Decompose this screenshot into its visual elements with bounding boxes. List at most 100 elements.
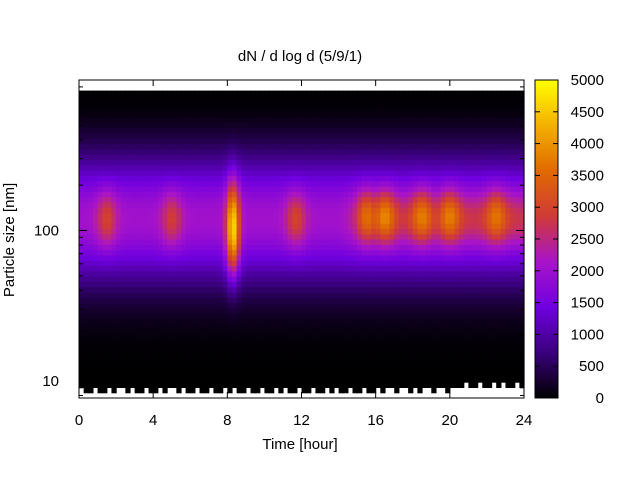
heatmap-cell bbox=[204, 138, 210, 145]
heatmap-cell bbox=[343, 302, 349, 309]
heatmap-cell bbox=[449, 329, 456, 335]
heatmap-cell bbox=[486, 260, 493, 267]
heatmap-cell bbox=[459, 111, 465, 118]
heatmap-cell bbox=[375, 117, 381, 123]
heatmap-cell bbox=[320, 297, 326, 304]
heatmap-cell bbox=[333, 143, 340, 150]
heatmap-cell bbox=[338, 281, 344, 288]
heatmap-cell bbox=[371, 154, 377, 161]
heatmap-cell bbox=[227, 127, 233, 134]
heatmap-cell bbox=[301, 339, 307, 346]
heatmap-cell bbox=[218, 101, 224, 108]
heatmap-cell bbox=[292, 376, 298, 383]
heatmap-cell bbox=[338, 350, 344, 357]
heatmap-cell bbox=[329, 90, 335, 97]
heatmap-cell bbox=[329, 313, 335, 320]
heatmap-cell bbox=[208, 292, 215, 298]
heatmap-cell bbox=[269, 297, 275, 304]
heatmap-cell bbox=[97, 122, 103, 129]
heatmap-cell bbox=[190, 164, 196, 171]
heatmap-cell bbox=[218, 286, 224, 293]
heatmap-cell bbox=[213, 164, 219, 171]
heatmap-cell bbox=[417, 175, 423, 182]
heatmap-cell bbox=[273, 239, 279, 245]
heatmap-cell bbox=[296, 148, 303, 155]
heatmap-cell bbox=[366, 90, 372, 97]
heatmap-cell bbox=[468, 339, 474, 346]
heatmap-cell bbox=[208, 334, 215, 341]
heatmap-cell bbox=[306, 191, 312, 198]
heatmap-cell bbox=[422, 350, 428, 357]
heatmap-cell bbox=[171, 148, 177, 155]
heatmap-cell bbox=[97, 292, 103, 298]
heatmap-cell bbox=[398, 117, 405, 123]
heatmap-cell bbox=[329, 339, 335, 346]
heatmap-cell bbox=[477, 106, 483, 113]
heatmap-cell bbox=[482, 143, 488, 150]
heatmap-cell bbox=[106, 212, 113, 219]
heatmap-cell bbox=[139, 265, 145, 272]
heatmap-cell bbox=[204, 175, 210, 182]
heatmap-cell bbox=[292, 270, 298, 277]
heatmap-cell bbox=[171, 281, 177, 288]
heatmap-cell bbox=[194, 323, 201, 330]
heatmap-cell bbox=[236, 350, 242, 357]
heatmap-cell bbox=[347, 191, 354, 198]
heatmap-cell bbox=[208, 350, 215, 357]
heatmap-cell bbox=[194, 133, 201, 139]
heatmap-cell bbox=[259, 207, 266, 214]
heatmap-cell bbox=[171, 297, 177, 304]
heatmap-cell bbox=[333, 106, 340, 113]
heatmap-cell bbox=[264, 239, 270, 245]
heatmap-cell bbox=[426, 366, 432, 373]
heatmap-cell bbox=[412, 276, 418, 282]
heatmap-cell bbox=[278, 133, 284, 139]
heatmap-cell bbox=[301, 239, 307, 245]
heatmap-cell bbox=[310, 111, 317, 118]
heatmap-cell bbox=[259, 228, 266, 235]
heatmap-cell bbox=[278, 270, 284, 277]
heatmap-cell bbox=[306, 302, 312, 309]
heatmap-cell bbox=[273, 382, 279, 388]
heatmap-cell bbox=[352, 371, 358, 378]
heatmap-cell bbox=[282, 360, 289, 367]
heatmap-cell bbox=[449, 175, 456, 182]
heatmap-cell bbox=[241, 170, 247, 176]
heatmap-cell bbox=[250, 212, 256, 219]
heatmap-cell bbox=[371, 217, 377, 224]
heatmap-cell bbox=[139, 170, 145, 176]
heatmap-cell bbox=[412, 212, 418, 219]
heatmap-cell bbox=[366, 334, 372, 341]
heatmap-cell bbox=[199, 106, 205, 113]
heatmap-cell bbox=[180, 366, 187, 373]
heatmap-cell bbox=[431, 159, 437, 166]
heatmap-cell bbox=[412, 201, 418, 208]
heatmap-cell bbox=[167, 106, 173, 113]
heatmap-cell bbox=[459, 170, 465, 176]
heatmap-cell bbox=[343, 254, 349, 261]
heatmap-cell bbox=[180, 207, 187, 214]
heatmap-cell bbox=[468, 366, 474, 373]
heatmap-cell bbox=[445, 387, 451, 394]
heatmap-cell bbox=[315, 276, 321, 282]
heatmap-cell bbox=[245, 186, 252, 192]
heatmap-cell bbox=[352, 313, 358, 320]
heatmap-cell bbox=[125, 223, 131, 229]
heatmap-cell bbox=[398, 233, 405, 240]
heatmap-cell bbox=[102, 201, 108, 208]
heatmap-cell bbox=[310, 148, 317, 155]
heatmap-cell bbox=[403, 270, 409, 277]
heatmap-cell bbox=[148, 376, 154, 383]
heatmap-cell bbox=[459, 95, 465, 102]
heatmap-cell bbox=[204, 323, 210, 330]
heatmap-cell bbox=[259, 90, 266, 97]
heatmap-cell bbox=[431, 329, 437, 335]
heatmap-cell bbox=[310, 249, 317, 256]
heatmap-cell bbox=[398, 201, 405, 208]
heatmap-cell bbox=[269, 133, 275, 139]
heatmap-cell bbox=[435, 297, 442, 304]
heatmap-cell bbox=[236, 233, 242, 240]
heatmap-cell bbox=[412, 297, 418, 304]
heatmap-cell bbox=[129, 350, 136, 357]
heatmap-cell bbox=[408, 148, 414, 155]
